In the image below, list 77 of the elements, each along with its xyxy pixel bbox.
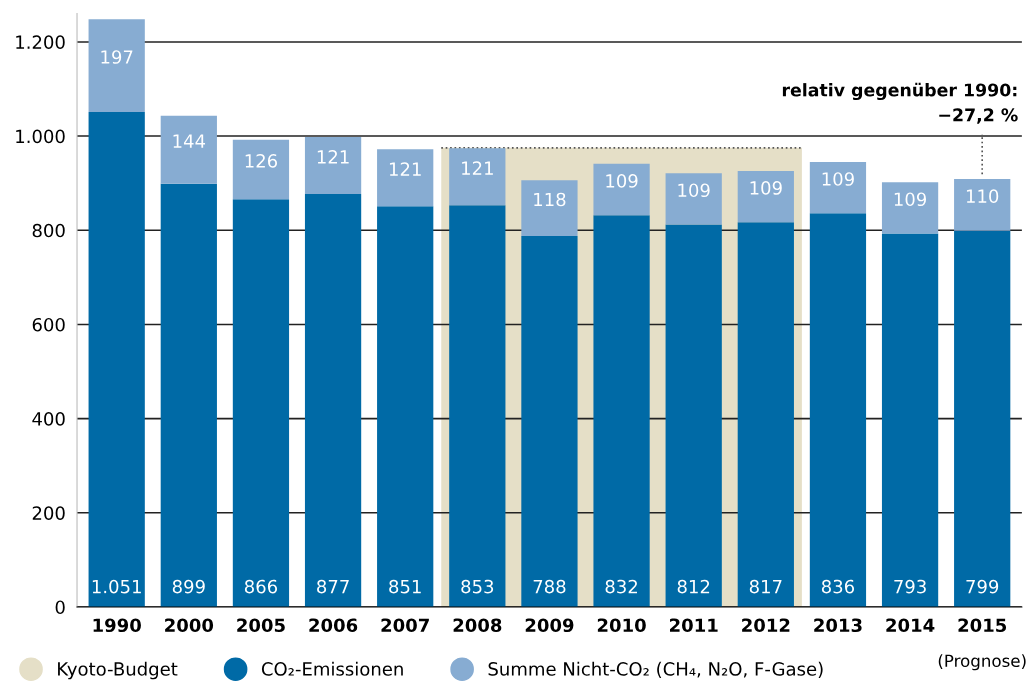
x-tick-label: 2011 bbox=[670, 618, 718, 633]
bar bbox=[809, 213, 867, 607]
legend-label: Summe Nicht-CO₂ (CH₄, N₂O, F-Gase) bbox=[488, 661, 823, 678]
bar bbox=[809, 161, 867, 214]
bar bbox=[160, 183, 217, 607]
data-label: 817 bbox=[749, 579, 782, 594]
data-label: 109 bbox=[678, 183, 710, 198]
x-tick-label: 2014 bbox=[886, 618, 935, 633]
data-label: 144 bbox=[173, 134, 206, 148]
data-label: 866 bbox=[244, 579, 278, 594]
data-label: 110 bbox=[966, 189, 999, 203]
data-label: 853 bbox=[461, 579, 494, 594]
bar bbox=[449, 205, 506, 607]
y-tick-label: 200 bbox=[32, 506, 65, 520]
annotation: relativ gegenüber 1990: −27,2 % bbox=[782, 82, 1018, 124]
data-label: 109 bbox=[606, 174, 638, 188]
bar bbox=[881, 182, 939, 234]
y-tick-label: 0 bbox=[55, 600, 65, 615]
y-tick-label: 600 bbox=[32, 317, 65, 332]
bar bbox=[665, 224, 722, 607]
bar bbox=[521, 235, 578, 607]
x-tick-label: 2009 bbox=[525, 618, 574, 633]
x-tick-label: 2007 bbox=[381, 618, 429, 633]
data-label: 197 bbox=[101, 50, 133, 64]
data-label: 121 bbox=[389, 162, 421, 176]
bar bbox=[377, 206, 434, 607]
data-label: 121 bbox=[462, 161, 493, 175]
x-tick-label: 2008 bbox=[453, 618, 502, 633]
x-tick-label: 2000 bbox=[165, 618, 214, 633]
bar bbox=[954, 230, 1011, 607]
data-label: 899 bbox=[172, 579, 205, 594]
data-label: 832 bbox=[605, 579, 637, 594]
data-label: 109 bbox=[822, 172, 854, 186]
data-label: 118 bbox=[534, 192, 566, 207]
bar bbox=[665, 173, 722, 225]
x-tick-label: 1990 bbox=[93, 618, 141, 633]
x-tick-label: 2006 bbox=[309, 618, 358, 633]
data-label: 812 bbox=[677, 579, 710, 594]
bar bbox=[593, 215, 650, 607]
bar bbox=[232, 139, 290, 200]
x-tick-label: 2005 bbox=[237, 618, 285, 633]
bar bbox=[377, 149, 434, 207]
y-tick-label: 800 bbox=[32, 223, 65, 238]
bar bbox=[304, 194, 362, 607]
bar bbox=[881, 233, 939, 607]
bar bbox=[449, 148, 506, 206]
data-label: 109 bbox=[750, 181, 782, 195]
text: (Prognose) bbox=[938, 654, 1026, 671]
data-label: 788 bbox=[533, 579, 566, 594]
legend-label: CO₂-Emissionen bbox=[261, 661, 403, 676]
data-label: 126 bbox=[245, 154, 278, 168]
data-label: 836 bbox=[821, 579, 855, 594]
bar bbox=[737, 170, 794, 223]
x-tick-label: 2010 bbox=[597, 618, 646, 633]
x-tick-label: 2015 bbox=[958, 618, 1007, 633]
data-label: 799 bbox=[966, 579, 999, 594]
data-label: 109 bbox=[894, 192, 927, 207]
data-label: 1.051 bbox=[92, 579, 141, 594]
x-tick-label: 2012 bbox=[742, 618, 790, 633]
x-tick-label: 2013 bbox=[814, 618, 862, 633]
bar bbox=[160, 115, 217, 184]
y-tick-label: 1.000 bbox=[16, 129, 65, 144]
bar bbox=[304, 137, 362, 194]
bar bbox=[521, 180, 578, 236]
y-tick-label: 1.200 bbox=[16, 35, 65, 50]
bar bbox=[737, 222, 794, 607]
data-label: 877 bbox=[317, 579, 349, 594]
bar bbox=[593, 163, 650, 216]
data-label: 793 bbox=[894, 579, 926, 594]
bar bbox=[232, 199, 290, 607]
data-label: 851 bbox=[389, 579, 421, 594]
y-tick-label: 400 bbox=[32, 412, 65, 426]
legend-label: Kyoto-Budget bbox=[58, 661, 178, 680]
bar bbox=[954, 178, 1011, 231]
bar bbox=[88, 19, 145, 113]
bar bbox=[88, 112, 145, 607]
data-label: 121 bbox=[317, 150, 349, 164]
